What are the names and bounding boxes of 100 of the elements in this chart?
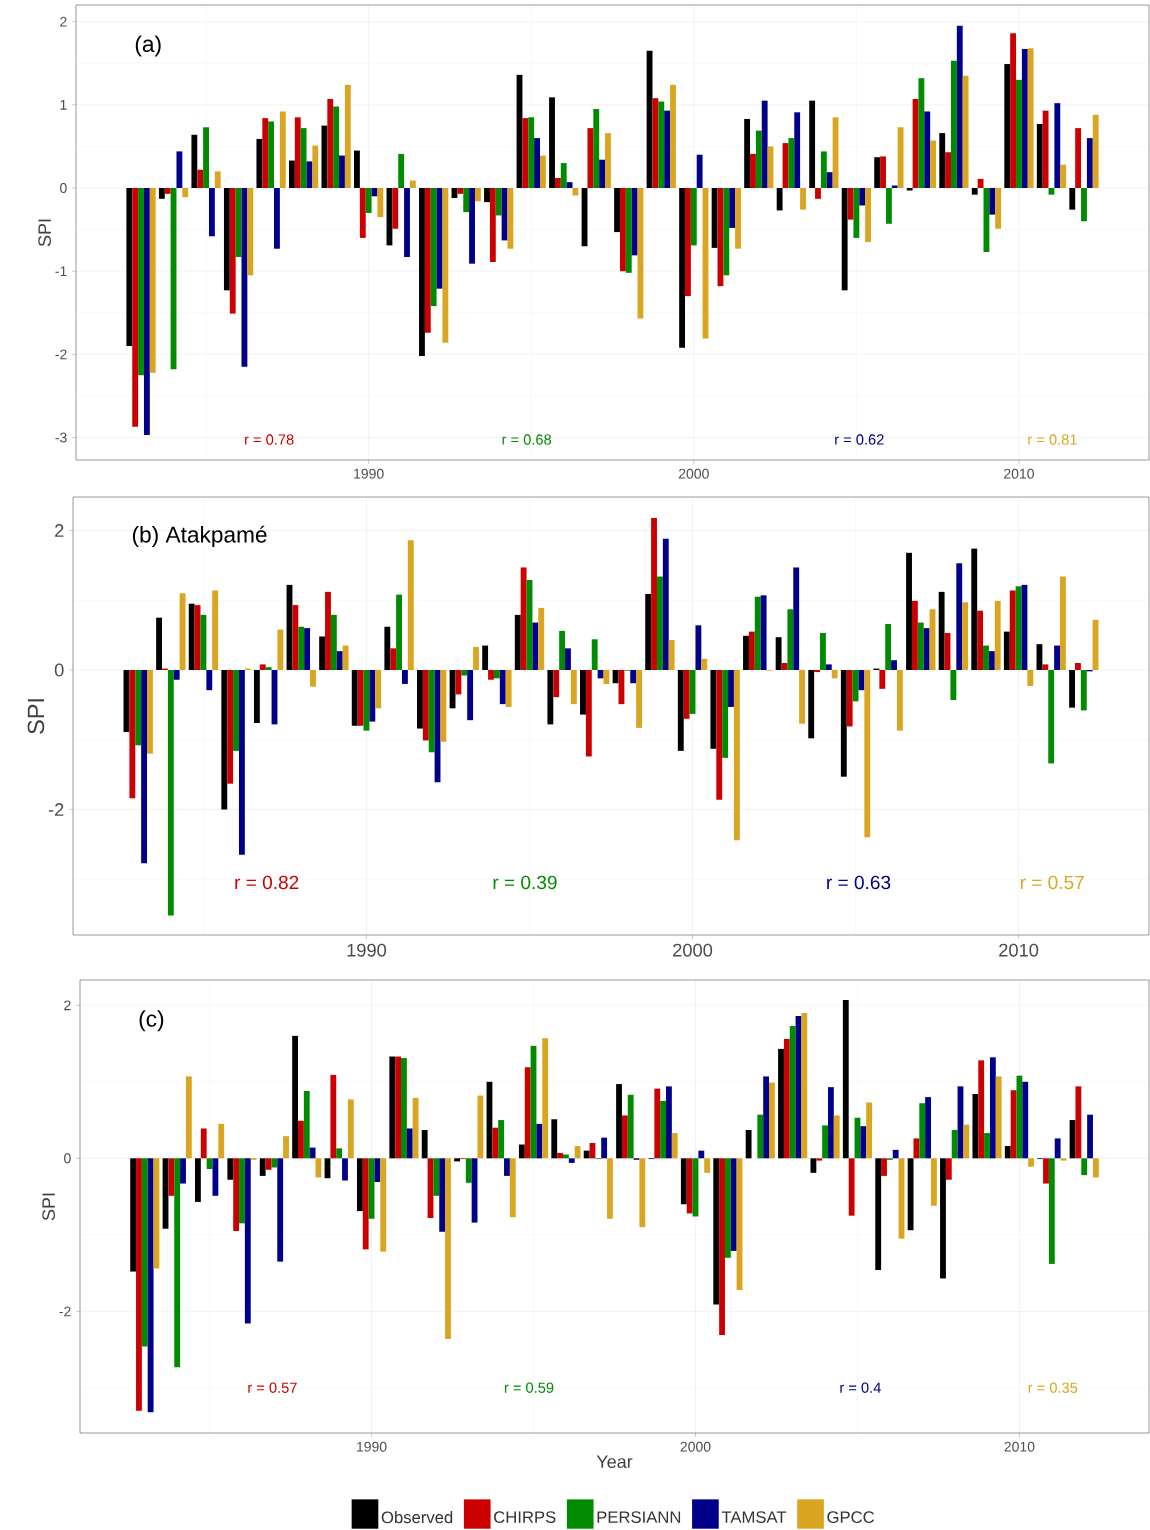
bar	[950, 60, 957, 188]
bar	[1042, 110, 1049, 188]
bar	[327, 98, 334, 188]
bar	[701, 658, 708, 670]
bar	[827, 1087, 834, 1159]
bar	[748, 631, 755, 670]
bar	[493, 669, 500, 679]
bar	[1021, 49, 1028, 188]
bar	[1092, 114, 1099, 188]
y-tick-label: -2	[55, 349, 67, 360]
x-axis-title: Year	[596, 1455, 633, 1469]
bar	[744, 118, 751, 188]
bar	[945, 152, 951, 188]
bar	[551, 1119, 558, 1159]
bar	[208, 188, 215, 237]
bar	[988, 651, 995, 670]
y-axis-title: SPI	[27, 699, 45, 734]
bar	[989, 1057, 996, 1159]
bar	[553, 669, 560, 698]
bar	[971, 548, 978, 670]
bar	[342, 1158, 348, 1181]
bar	[557, 1152, 563, 1159]
bar	[864, 669, 871, 838]
bar	[428, 669, 435, 753]
bar	[842, 999, 849, 1159]
bar	[704, 1158, 711, 1173]
bar	[253, 669, 260, 723]
bar	[424, 188, 431, 333]
bar	[534, 138, 540, 188]
bar	[778, 1048, 784, 1159]
bar	[365, 188, 372, 213]
bar	[695, 625, 702, 670]
bar	[1027, 48, 1034, 188]
bar	[265, 1158, 272, 1170]
bar	[489, 188, 496, 263]
bar	[180, 1158, 186, 1184]
bar	[129, 669, 136, 799]
bar	[566, 182, 573, 188]
bar	[1092, 1158, 1099, 1178]
bar	[698, 1150, 705, 1159]
bar	[568, 1158, 575, 1163]
bar	[141, 1158, 148, 1347]
x-tick-label: 2000	[680, 1441, 711, 1452]
bar	[457, 188, 464, 194]
bar	[885, 188, 892, 224]
bar	[962, 75, 969, 188]
bar	[787, 609, 794, 670]
bar	[662, 538, 669, 670]
bar	[195, 1158, 201, 1202]
bar	[188, 603, 195, 670]
bar	[375, 669, 382, 709]
bar	[800, 188, 806, 210]
annotation: r = 0.35	[1028, 1382, 1078, 1393]
bar	[404, 188, 410, 258]
bar	[528, 117, 535, 188]
bar	[412, 1097, 419, 1159]
bar	[233, 669, 239, 751]
bar	[164, 188, 171, 194]
bar	[730, 1158, 737, 1251]
bar	[135, 669, 142, 746]
bar	[542, 1038, 549, 1159]
bar	[984, 1133, 990, 1159]
bar	[333, 106, 340, 188]
bar	[1075, 128, 1082, 188]
bar	[259, 664, 266, 670]
bar	[713, 1158, 720, 1305]
bar	[549, 97, 555, 188]
bar	[733, 669, 740, 841]
bar	[1054, 645, 1060, 670]
x-tick-label: 1990	[357, 1441, 387, 1452]
bar	[274, 188, 280, 249]
bar	[229, 188, 236, 314]
bar	[654, 1088, 661, 1159]
bar	[505, 669, 512, 707]
bar	[846, 669, 853, 727]
bar	[455, 669, 462, 695]
bar	[570, 669, 577, 705]
bar	[724, 1158, 731, 1258]
bar	[1042, 664, 1049, 670]
bar	[488, 669, 494, 680]
bar	[389, 1056, 396, 1159]
y-tick-label: 2	[64, 1000, 71, 1011]
legend-label: CHIRPS	[494, 1511, 556, 1524]
bar	[197, 169, 204, 188]
bar	[288, 160, 295, 188]
bar	[1036, 123, 1043, 188]
bar	[221, 669, 228, 810]
bar	[1022, 1081, 1029, 1159]
bar	[522, 118, 529, 188]
bar	[467, 669, 474, 721]
bar	[760, 595, 767, 670]
bar	[342, 645, 349, 670]
bar	[917, 622, 924, 670]
bar	[532, 622, 539, 670]
bar	[1087, 1114, 1093, 1159]
bar	[1054, 103, 1061, 188]
bar	[407, 540, 414, 670]
bar	[995, 1076, 1002, 1159]
bar	[168, 1158, 175, 1196]
bar	[1010, 33, 1017, 188]
